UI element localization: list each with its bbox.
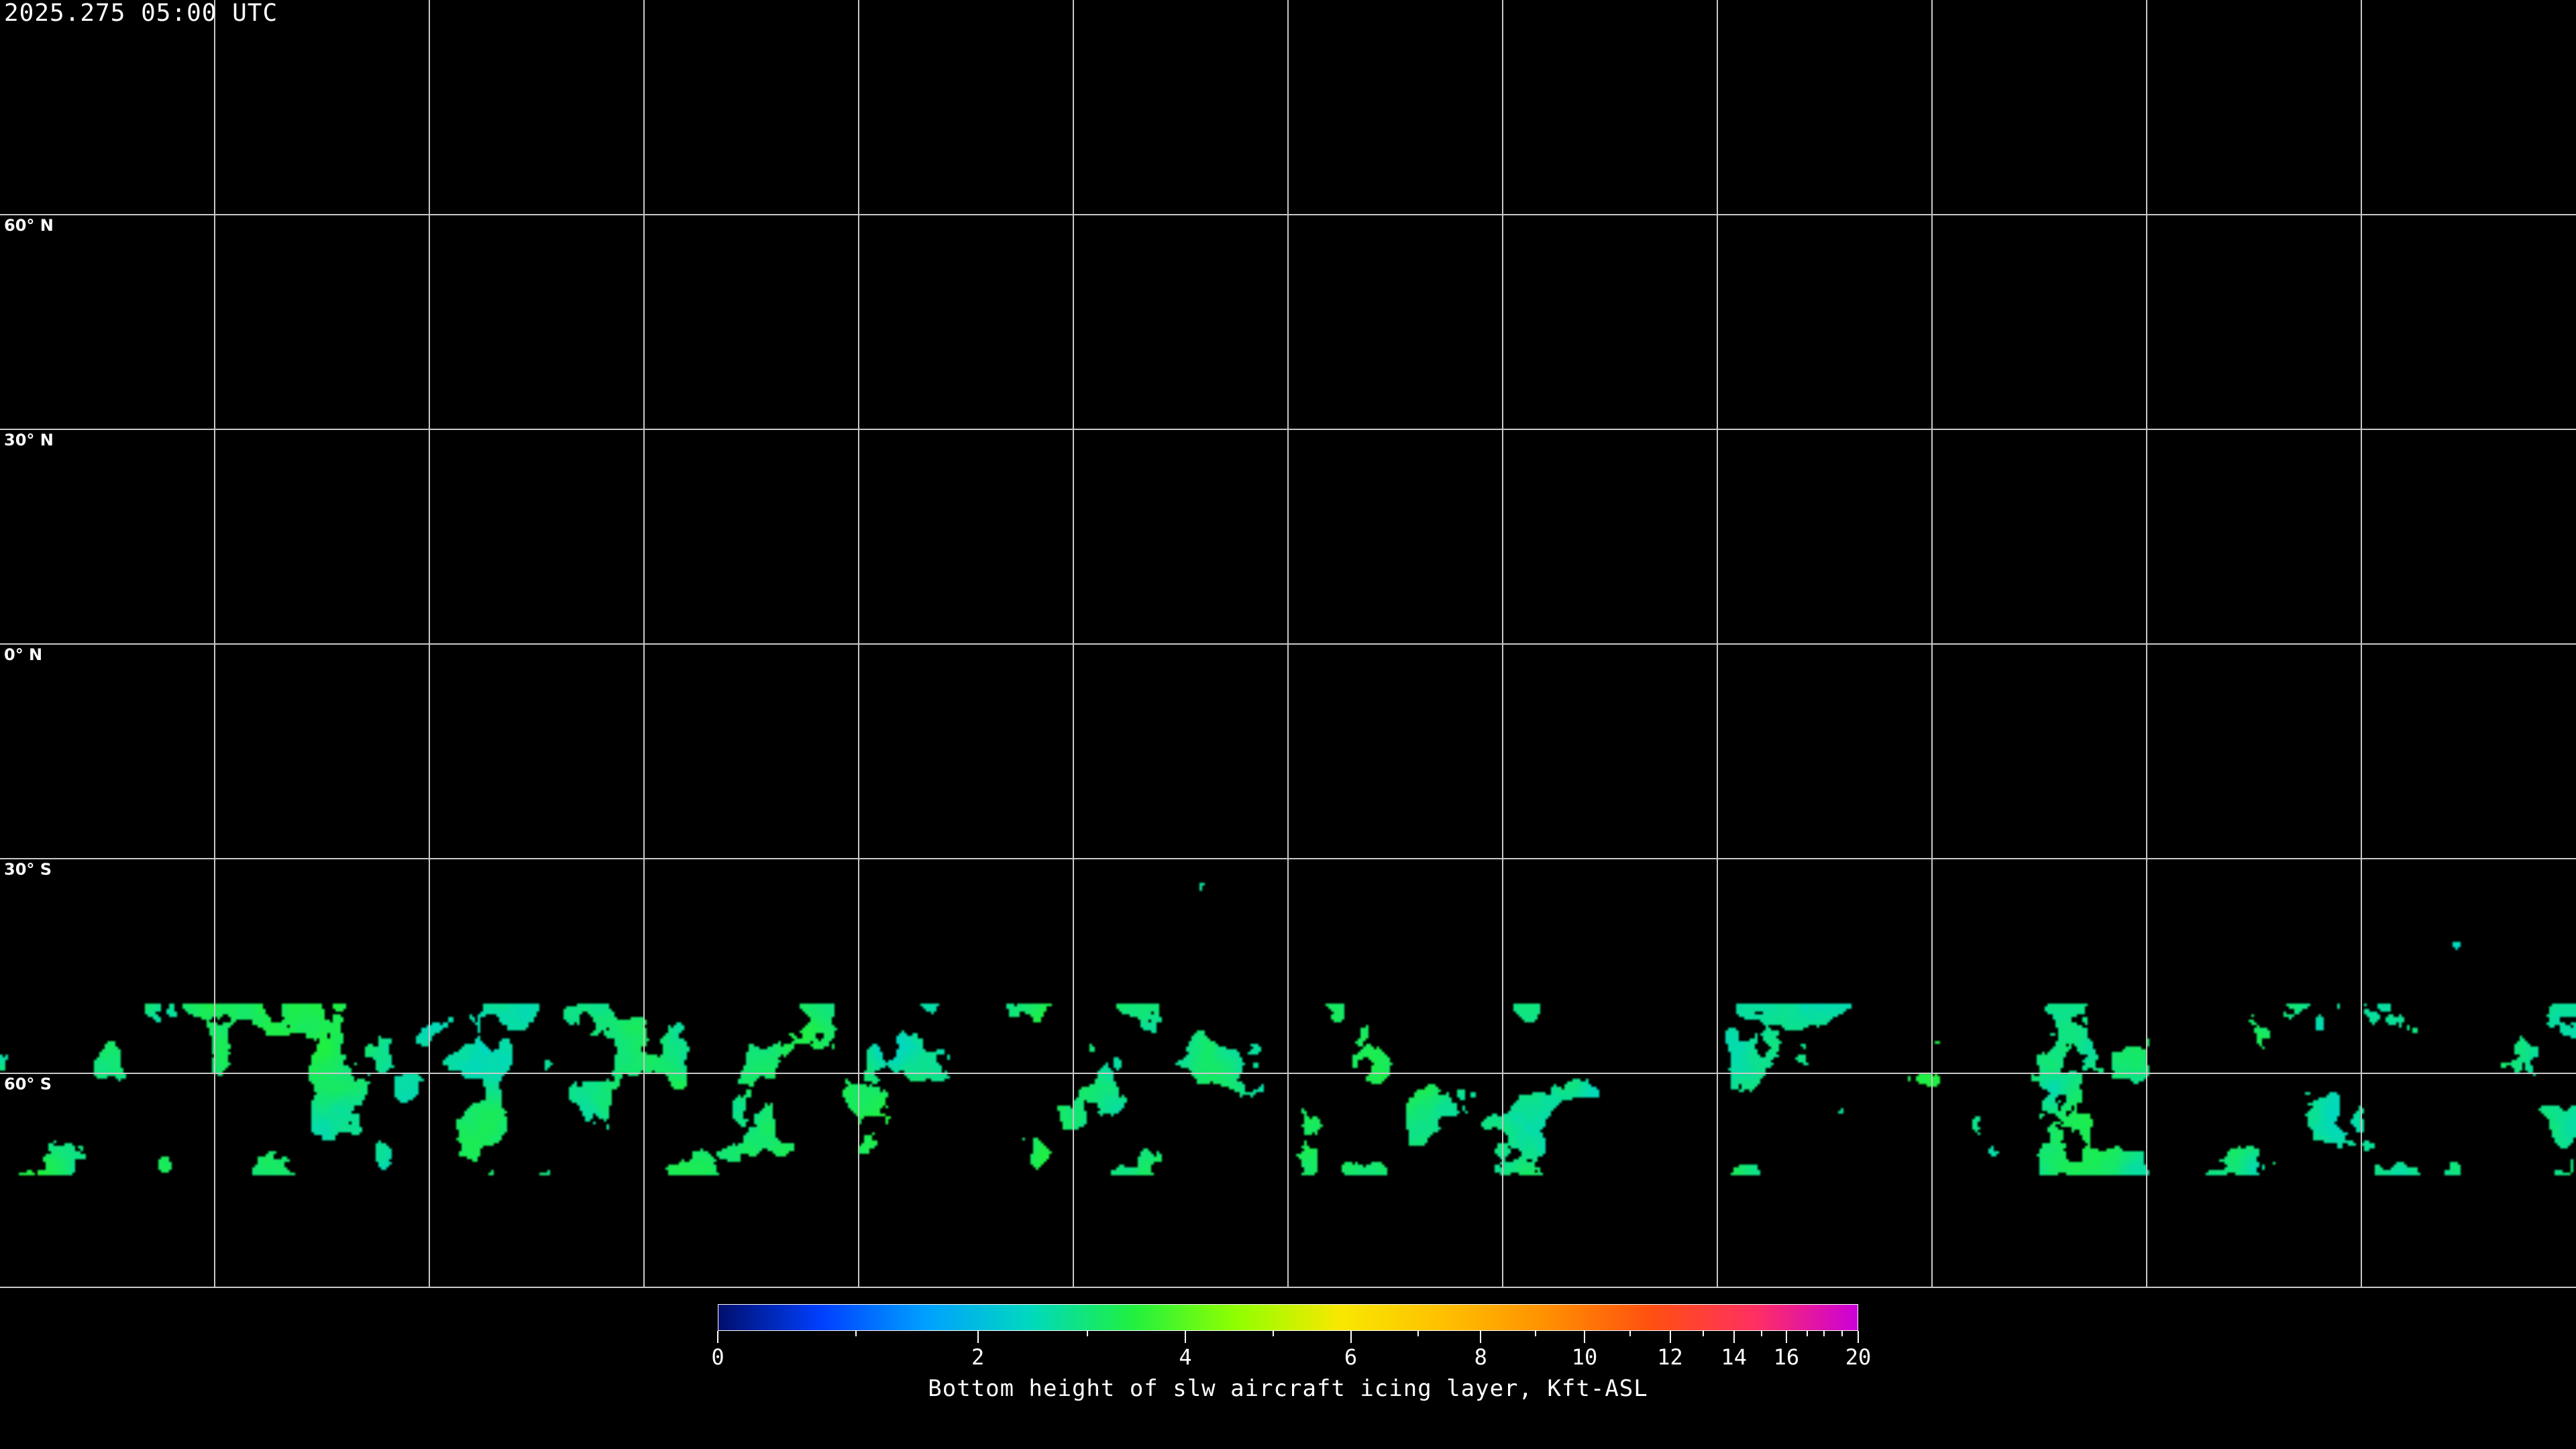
colorbar-tick-label: 14 xyxy=(1721,1344,1747,1370)
colorbar-major-tick xyxy=(717,1331,718,1343)
colorbar-minor-tick xyxy=(1272,1331,1274,1336)
lat-label-30n: 30° N xyxy=(4,431,54,449)
colorbar-major-tick xyxy=(1185,1331,1186,1343)
colorbar-minor-tick xyxy=(1086,1331,1088,1336)
colorbar xyxy=(718,1304,1858,1331)
colorbar-tick-label: 0 xyxy=(711,1344,724,1370)
lat-label-60s: 60° S xyxy=(4,1075,52,1093)
colorbar-tick-label: 8 xyxy=(1474,1344,1487,1370)
lat-label-60n: 60° N xyxy=(4,216,54,235)
colorbar-tick-label: 4 xyxy=(1179,1344,1192,1370)
colorbar-major-tick xyxy=(1669,1331,1671,1343)
colorbar-minor-tick xyxy=(1629,1331,1631,1336)
lat-label-0n: 0° N xyxy=(4,645,43,664)
colorbar-minor-tick xyxy=(1806,1331,1808,1336)
colorbar-minor-tick xyxy=(1823,1331,1825,1336)
timestamp-title: 2025.275 05:00 UTC xyxy=(4,0,278,27)
colorbar-minor-tick xyxy=(1417,1331,1419,1336)
colorbar-minor-tick xyxy=(1534,1331,1536,1336)
colorbar-tick-label: 20 xyxy=(1845,1344,1872,1370)
colorbar-tick-label: 12 xyxy=(1657,1344,1683,1370)
colorbar-tick-label: 10 xyxy=(1571,1344,1598,1370)
colorbar-tick-label: 16 xyxy=(1773,1344,1800,1370)
colorbar-major-tick xyxy=(1350,1331,1352,1343)
colorbar-major-tick xyxy=(1733,1331,1735,1343)
lat-lon-grid xyxy=(0,0,2576,1288)
colorbar-major-tick xyxy=(1858,1331,1859,1343)
colorbar-minor-tick xyxy=(1702,1331,1704,1336)
colorbar-major-tick xyxy=(1584,1331,1585,1343)
colorbar-major-tick xyxy=(1785,1331,1787,1343)
colorbar-major-tick xyxy=(1480,1331,1482,1343)
colorbar-tick-label: 6 xyxy=(1344,1344,1358,1370)
colorbar-minor-tick xyxy=(1760,1331,1762,1336)
colorbar-major-tick xyxy=(977,1331,979,1343)
colorbar-minor-tick xyxy=(855,1331,857,1336)
colorbar-minor-tick xyxy=(1841,1331,1843,1336)
colorbar-label: Bottom height of slw aircraft icing laye… xyxy=(928,1375,1648,1402)
lat-label-30s: 30° S xyxy=(4,860,52,879)
colorbar-tick-label: 2 xyxy=(971,1344,985,1370)
